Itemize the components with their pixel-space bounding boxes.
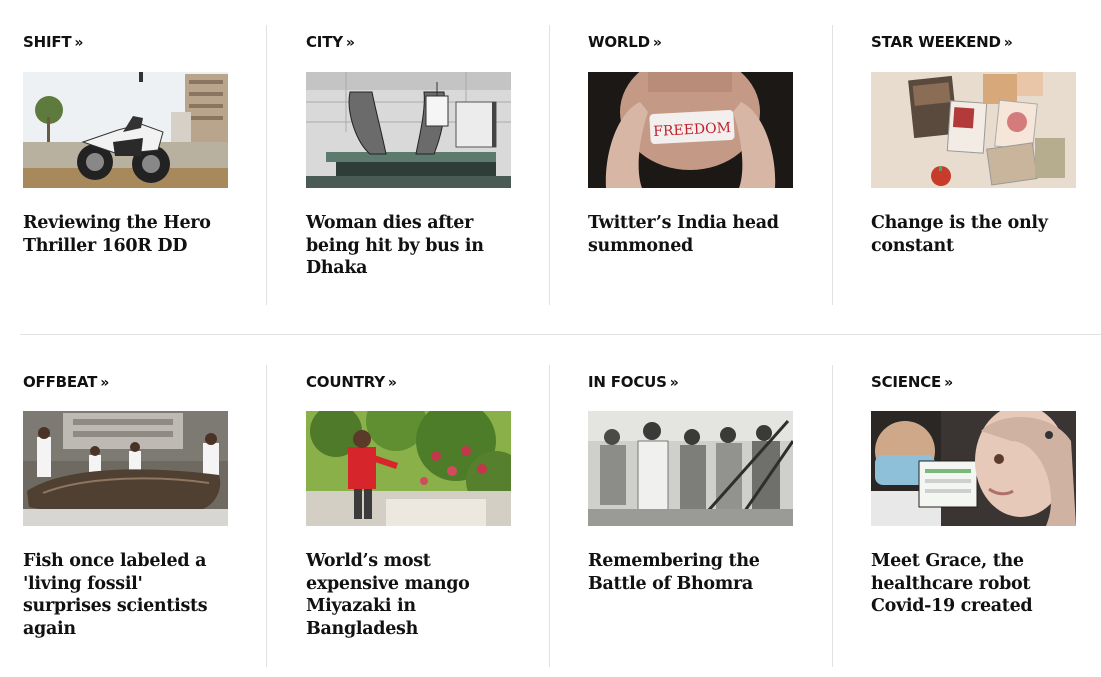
headline[interactable]: Meet Grace, the healthcare robot Covid-1…: [871, 551, 1033, 616]
chevron-right-icon: »: [345, 35, 355, 51]
thumbnail-coelacanth[interactable]: [23, 411, 228, 526]
news-card-world: WORLD» FREEDOM Twitter’s India head summ…: [588, 25, 794, 305]
headline[interactable]: World’s most expensive mango Miyazaki in…: [306, 551, 470, 639]
category-label: CITY: [306, 33, 343, 51]
news-row-2: OFFBEAT» Fish once labeled a: [0, 365, 1101, 667]
thumbnail-morgue[interactable]: [306, 72, 511, 188]
news-card-shift: SHIFT» Rev: [23, 25, 229, 305]
thumbnail-freedom[interactable]: FREEDOM: [588, 72, 793, 188]
news-row-1: SHIFT» Rev: [0, 25, 1101, 305]
column-divider: [832, 365, 833, 667]
thumbnail-robot[interactable]: [871, 411, 1076, 526]
category-link-in-focus[interactable]: IN FOCUS»: [588, 373, 679, 391]
category-label: SCIENCE: [871, 373, 942, 391]
headline[interactable]: Remembering the Battle of Bhomra: [588, 551, 760, 594]
headline[interactable]: Twitter’s India head summoned: [588, 213, 779, 256]
thumbnail-soldiers[interactable]: [588, 411, 793, 526]
chevron-right-icon: »: [1003, 35, 1013, 51]
thumbnail-motorcycle[interactable]: [23, 72, 228, 188]
category-label: WORLD: [588, 33, 650, 51]
column-divider: [266, 25, 267, 305]
category-link-city[interactable]: CITY»: [306, 33, 355, 51]
news-card-country: COUNTRY» World’s mo: [306, 365, 512, 667]
chevron-right-icon: »: [74, 35, 83, 51]
category-label: COUNTRY: [306, 373, 385, 391]
category-link-country[interactable]: COUNTRY»: [306, 373, 397, 391]
thumbnail-mango[interactable]: [306, 411, 511, 526]
chevron-right-icon: »: [669, 375, 679, 391]
news-card-science: SCIENCE» Meet Grace, the healthcare robo…: [871, 365, 1077, 667]
column-divider: [549, 365, 550, 667]
category-link-science[interactable]: SCIENCE»: [871, 373, 953, 391]
news-card-star-weekend: STAR WEEKEND» Change is the only constan…: [871, 25, 1077, 305]
chevron-right-icon: »: [387, 375, 397, 391]
headline[interactable]: Fish once labeled a 'living fossil' surp…: [23, 551, 208, 639]
category-link-world[interactable]: WORLD»: [588, 33, 662, 51]
column-divider: [549, 25, 550, 305]
category-label: STAR WEEKEND: [871, 33, 1001, 51]
thumbnail-magazines[interactable]: [871, 72, 1076, 188]
category-link-star-weekend[interactable]: STAR WEEKEND»: [871, 33, 1013, 51]
headline[interactable]: Woman dies after being hit by bus in Dha…: [306, 213, 484, 278]
category-label: IN FOCUS: [588, 373, 667, 391]
category-label: OFFBEAT: [23, 373, 98, 391]
news-card-in-focus: IN FOCUS» Remembering the Battle of B: [588, 365, 794, 667]
chevron-right-icon: »: [652, 35, 662, 51]
category-link-offbeat[interactable]: OFFBEAT»: [23, 373, 109, 391]
chevron-right-icon: »: [100, 375, 109, 391]
chevron-right-icon: »: [944, 375, 953, 391]
column-divider: [266, 365, 267, 667]
news-card-city: CITY» Woman dies after being hit by b: [306, 25, 512, 305]
row-divider: [20, 334, 1101, 335]
headline[interactable]: Change is the only constant: [871, 213, 1048, 256]
category-label: SHIFT: [23, 33, 72, 51]
freedom-tape-text: FREEDOM: [653, 120, 731, 140]
news-card-offbeat: OFFBEAT» Fish once labeled a: [23, 365, 229, 667]
column-divider: [832, 25, 833, 305]
category-link-shift[interactable]: SHIFT»: [23, 33, 83, 51]
headline[interactable]: Reviewing the Hero Thriller 160R DD: [23, 213, 211, 256]
